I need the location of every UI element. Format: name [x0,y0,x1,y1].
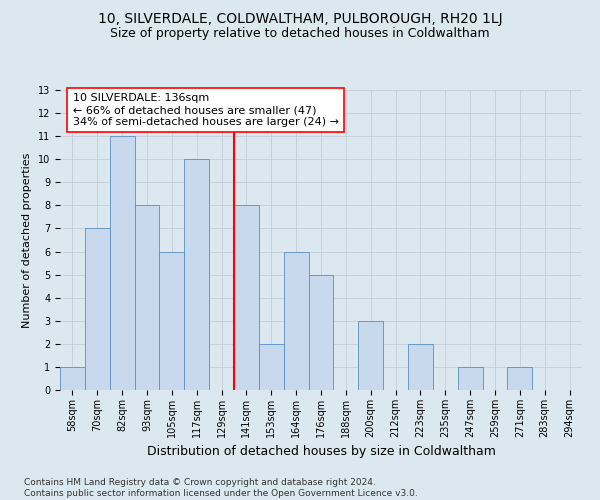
X-axis label: Distribution of detached houses by size in Coldwaltham: Distribution of detached houses by size … [146,446,496,458]
Text: Size of property relative to detached houses in Coldwaltham: Size of property relative to detached ho… [110,28,490,40]
Bar [508,367,532,390]
Bar [284,252,308,390]
Bar [134,206,160,390]
Bar [259,344,284,390]
Bar [408,344,433,390]
Text: 10 SILVERDALE: 136sqm
← 66% of detached houses are smaller (47)
34% of semi-deta: 10 SILVERDALE: 136sqm ← 66% of detached … [73,94,339,126]
Bar [110,136,134,390]
Bar [234,206,259,390]
Bar [60,367,85,390]
Y-axis label: Number of detached properties: Number of detached properties [22,152,32,328]
Bar [85,228,110,390]
Bar [358,321,383,390]
Bar [184,159,209,390]
Bar [458,367,482,390]
Text: 10, SILVERDALE, COLDWALTHAM, PULBOROUGH, RH20 1LJ: 10, SILVERDALE, COLDWALTHAM, PULBOROUGH,… [98,12,502,26]
Text: Contains HM Land Registry data © Crown copyright and database right 2024.
Contai: Contains HM Land Registry data © Crown c… [24,478,418,498]
Bar [308,274,334,390]
Bar [160,252,184,390]
